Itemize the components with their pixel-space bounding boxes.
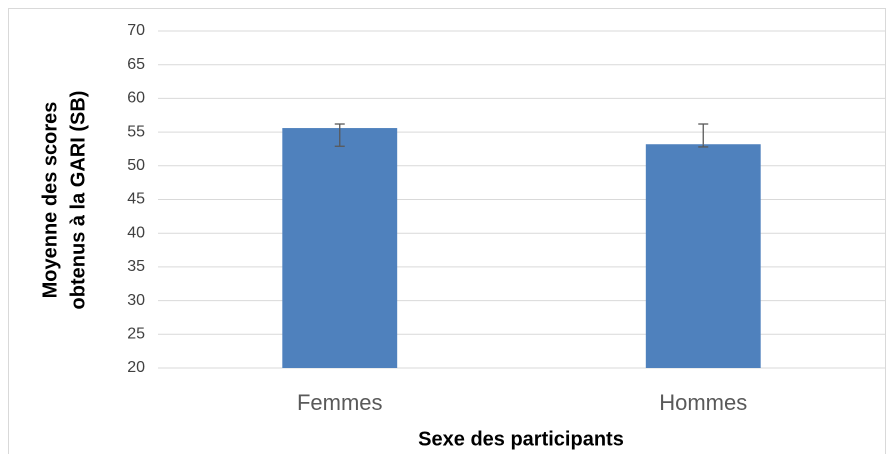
y-tick-label: 60 bbox=[127, 90, 145, 107]
y-tick-label: 45 bbox=[127, 191, 145, 208]
y-tick-label: 70 bbox=[127, 22, 145, 39]
y-tick-label: 35 bbox=[127, 258, 145, 275]
y-axis-title-line: obtenus à la GARI (SB) bbox=[67, 91, 89, 310]
y-tick-label: 55 bbox=[127, 123, 145, 140]
chart-border bbox=[8, 8, 886, 454]
y-tick-label: 30 bbox=[127, 292, 145, 309]
y-tick-label: 20 bbox=[127, 359, 145, 376]
y-axis-title-line: Moyenne des scores bbox=[39, 102, 61, 299]
x-tick-label: Femmes bbox=[297, 390, 383, 415]
y-tick-label: 65 bbox=[127, 56, 145, 73]
y-tick-label: 25 bbox=[127, 326, 145, 343]
bar bbox=[282, 128, 398, 368]
y-tick-label: 40 bbox=[127, 224, 145, 241]
x-tick-label: Hommes bbox=[659, 390, 747, 415]
y-tick-label: 50 bbox=[127, 157, 145, 174]
y-axis-title: Moyenne des scores obtenus à la GARI (SB… bbox=[39, 91, 89, 310]
x-axis-title: Sexe des participants bbox=[418, 428, 624, 450]
bar bbox=[645, 144, 761, 368]
